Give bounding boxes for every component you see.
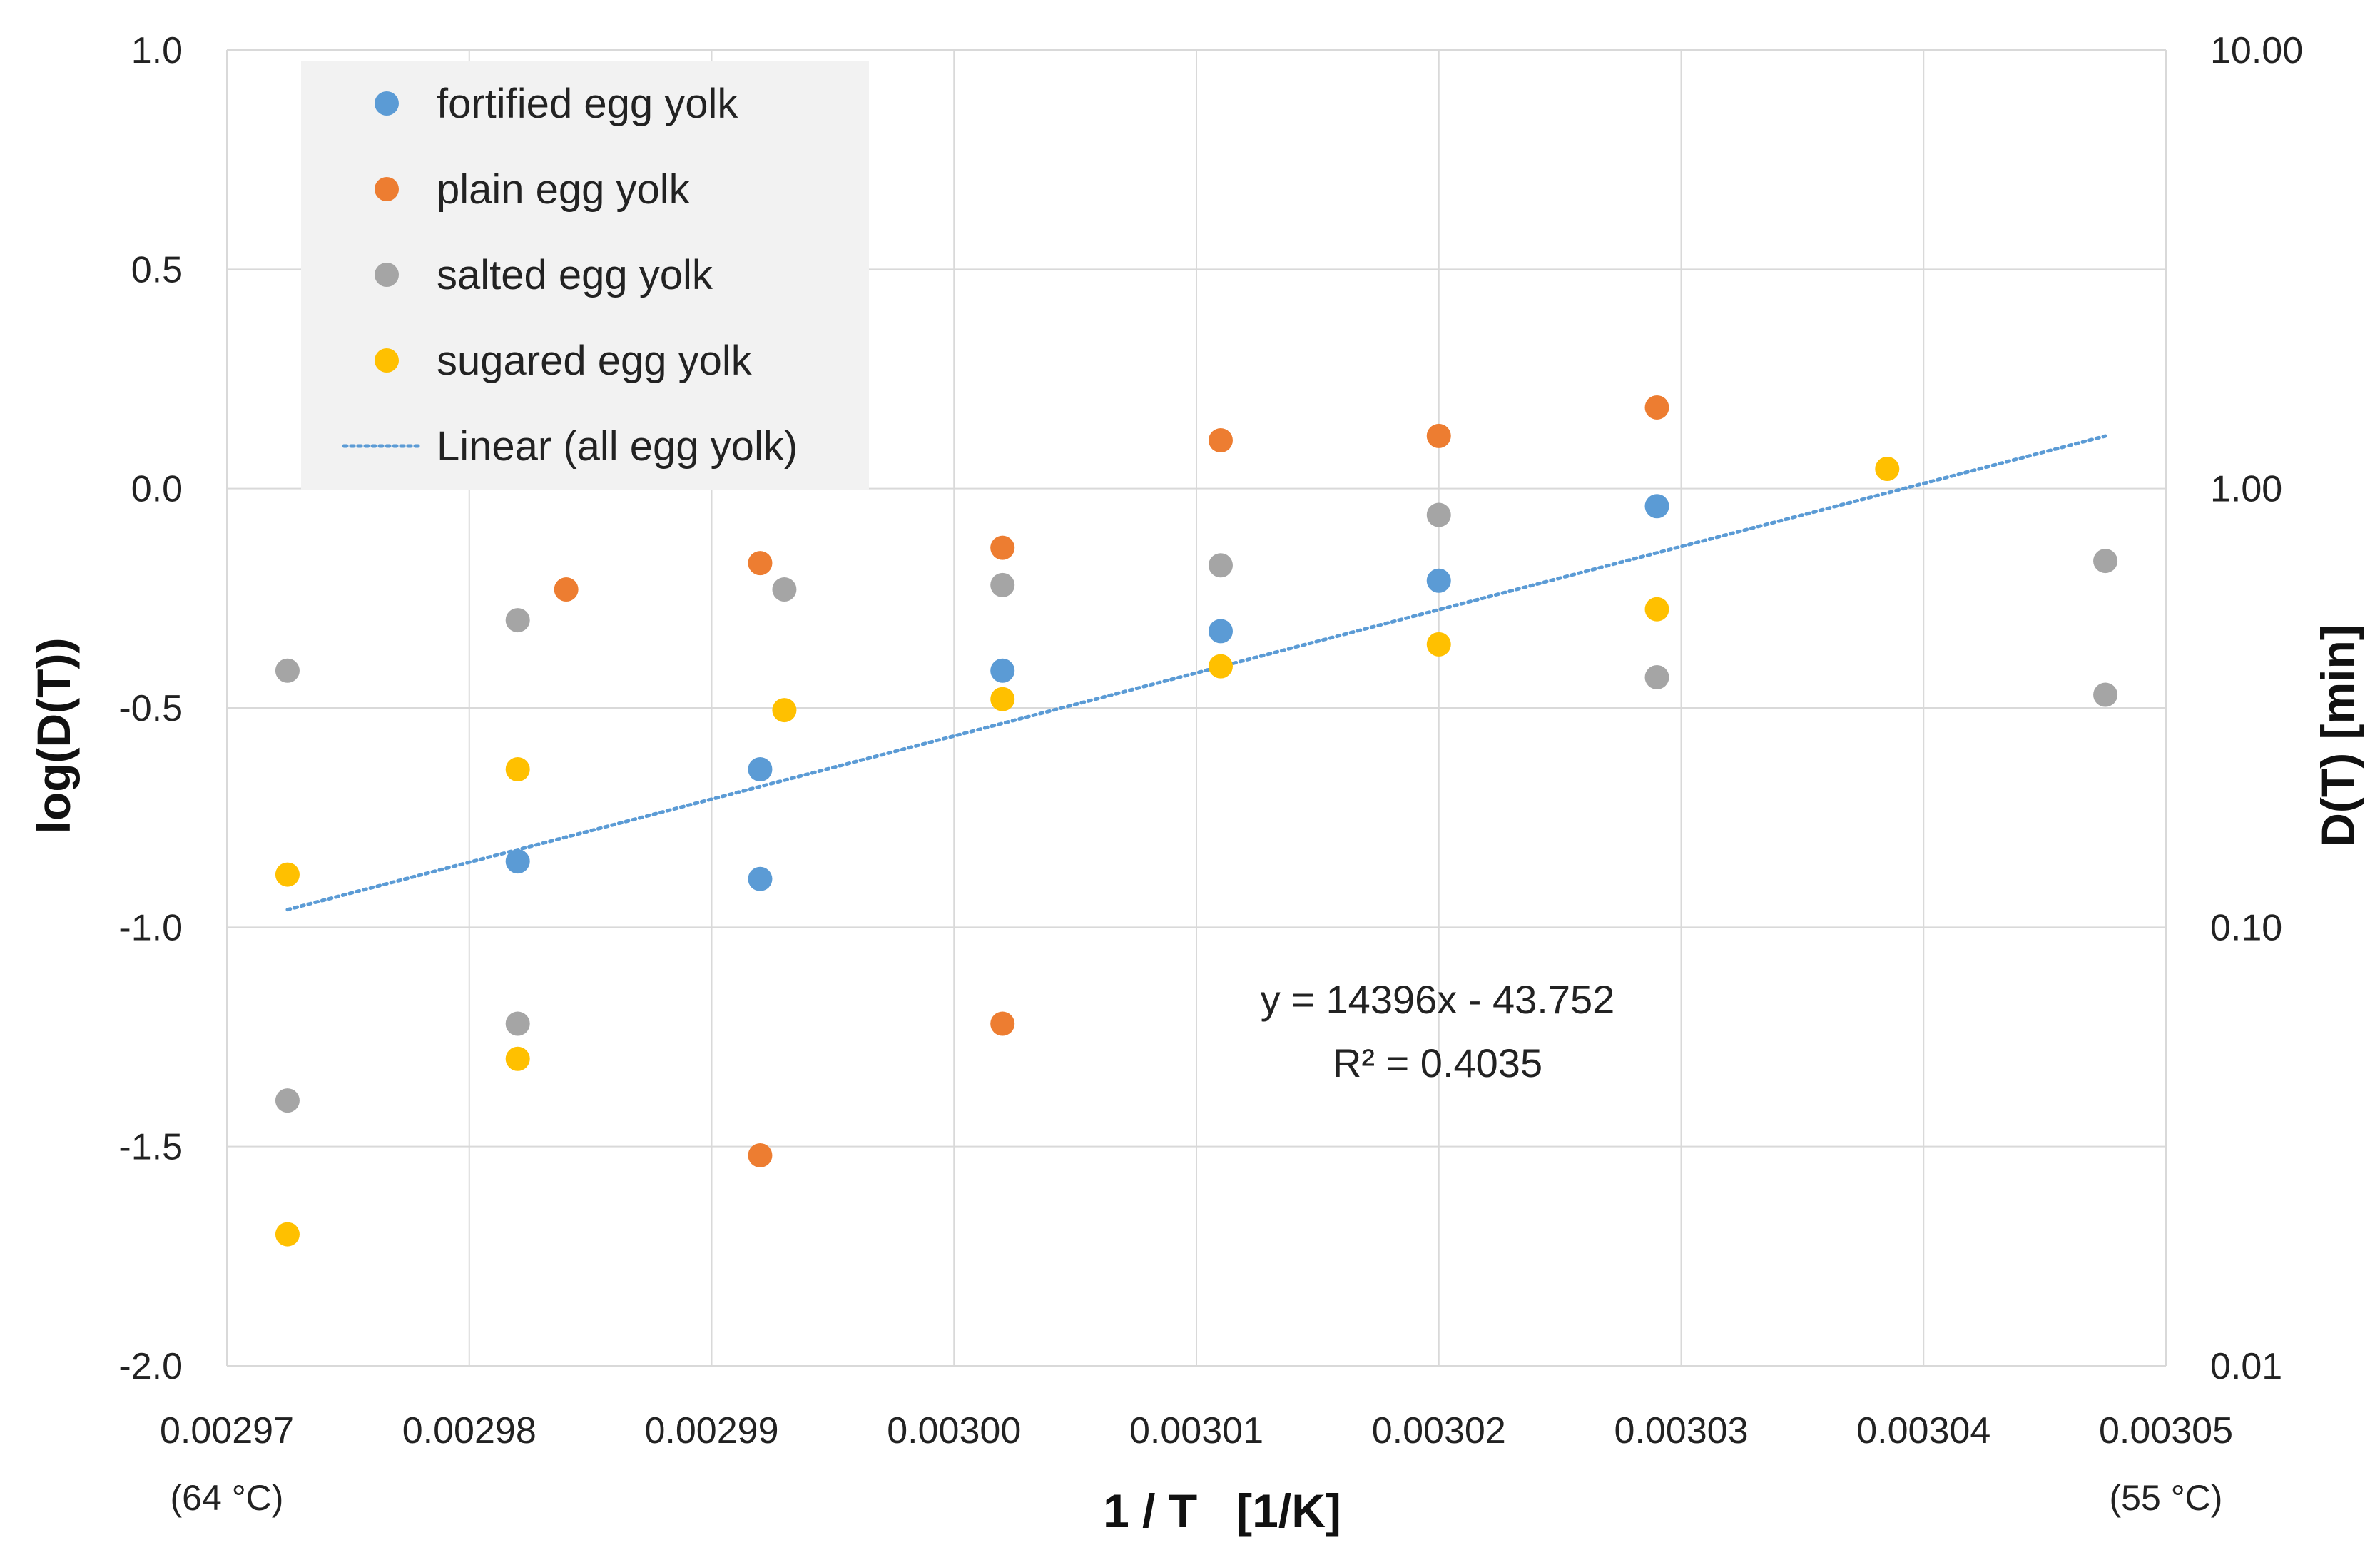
data-point [1644,597,1669,622]
series-sugared-egg-yolk [275,457,1900,1247]
data-point [505,849,530,874]
data-point [772,577,797,602]
data-point [1644,664,1669,689]
x-tick-label: 0.00301 [1129,1410,1263,1452]
data-point [1208,553,1233,578]
legend-marker [375,177,399,201]
y2-tick-label: 0.01 [2210,1346,2282,1387]
data-point [772,698,797,723]
data-point [990,658,1015,683]
series-salted-egg-yolk [275,502,2118,1113]
legend-label: sugared egg yolk [437,338,753,384]
y-tick-label: -0.5 [118,688,183,729]
y-tick-label: 0.0 [131,469,183,510]
data-point [748,1143,773,1167]
data-point [505,757,530,782]
y-tick-label: 1.0 [131,30,183,71]
axis-layer: 1.0 0.5 0.0 -0.5 -1.0 -1.5 -2.0 10.00 1.00 0.10 0.… [118,30,2303,1518]
data-point [505,1046,530,1071]
data-point [275,1088,300,1113]
y-tick-label: 0.5 [131,249,183,290]
data-point [990,572,1015,597]
y2-axis-title: D(T) [min] [2312,624,2364,847]
data-point [748,866,773,891]
data-point [1426,568,1451,593]
legend-marker [375,91,399,116]
trend-equation: y = 14396x - 43.752 [1261,977,1615,1022]
trendline-layer [285,434,2107,912]
data-point [1644,395,1669,420]
data-point [2093,549,2118,574]
x-tick-label: 0.00297 [160,1410,294,1452]
trend-r-squared: R² = 0.4035 [1333,1040,1542,1085]
y2-tick-label: 10.00 [2210,30,2303,71]
trendline [285,434,2107,912]
data-point [990,535,1015,560]
data-point [1208,619,1233,644]
data-point [505,608,530,633]
x-temperature-note: (55 °C) [2110,1478,2223,1518]
legend-label: plain egg yolk [437,166,691,213]
legend-marker [375,263,399,287]
x-tick-label: 0.00299 [645,1410,779,1452]
data-point [1644,494,1669,519]
data-point [990,687,1015,711]
legend-label: Linear (all egg yolk) [437,423,798,470]
x-axis-title: 1 / T [1/K] [1103,1484,1341,1537]
y-tick-label: -1.5 [118,1127,183,1168]
x-tick-label: 0.00305 [2099,1410,2233,1452]
y-tick-label: -2.0 [118,1346,183,1387]
data-point [1208,654,1233,679]
data-point [748,551,773,576]
x-tick-label: 0.00304 [1856,1410,1990,1452]
data-point [275,658,300,683]
x-tick-label: 0.00303 [1614,1410,1749,1452]
legend-label: salted egg yolk [437,252,713,298]
data-point [1208,428,1233,453]
series-plain-egg-yolk [554,395,1669,1167]
data-point [554,577,579,602]
x-tick-label: 0.00302 [1372,1410,1506,1452]
data-point [990,1011,1015,1036]
data-point [1875,457,1900,482]
data-point [1426,423,1451,448]
x-temperature-note: (64 °C) [171,1478,284,1518]
y2-tick-label: 0.10 [2210,907,2282,948]
data-point [275,862,300,887]
x-tick-label: 0.00298 [402,1410,536,1452]
data-point [505,1011,530,1036]
legend-marker [375,348,399,373]
y-axis-title: log(D(T)) [27,638,80,834]
y-tick-label: -1.0 [118,907,183,948]
points-layer [275,395,2118,1247]
x-tick-label: 0.00300 [887,1410,1021,1452]
y2-tick-label: 1.00 [2210,469,2282,510]
legend: fortified egg yolk plain egg yolk salted e… [301,61,869,490]
data-point [1426,632,1451,657]
data-point [2093,682,2118,707]
data-point [275,1222,300,1247]
series-fortified-egg-yolk [505,494,1669,891]
data-point [1426,502,1451,527]
grid-layer [226,49,2167,1367]
legend-label: fortified egg yolk [437,81,738,127]
data-point [748,757,773,782]
